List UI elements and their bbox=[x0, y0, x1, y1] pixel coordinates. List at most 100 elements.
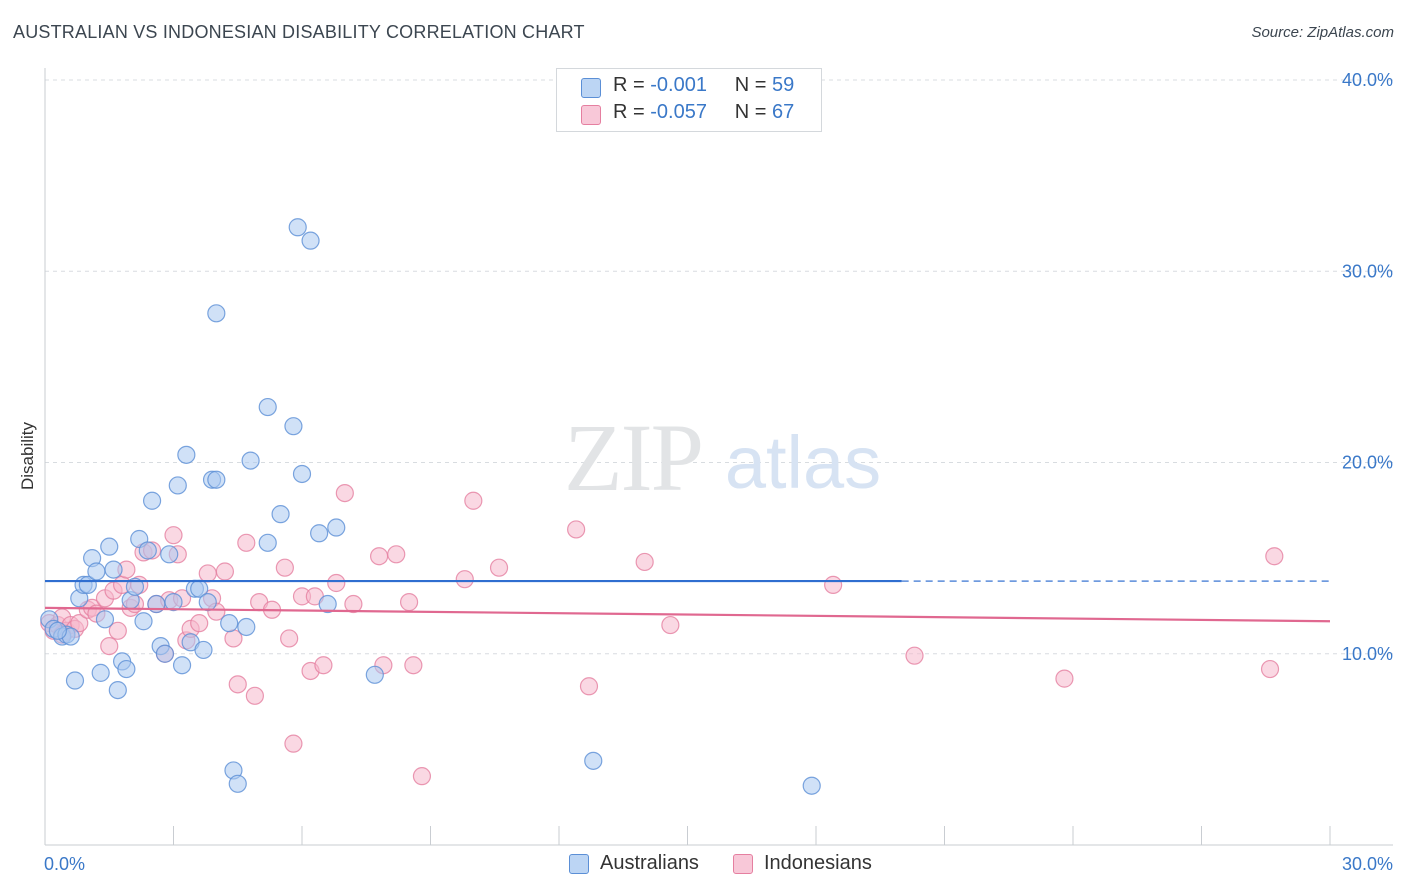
australians-point bbox=[318, 594, 337, 614]
australians-point bbox=[164, 593, 183, 612]
watermark-zip: ZIP bbox=[564, 404, 702, 511]
australians-point bbox=[284, 417, 303, 436]
y-tick-label: 30.0% bbox=[1342, 261, 1393, 281]
bottom-legend-label-australians: Australians bbox=[600, 852, 699, 874]
legend-r-label: R = bbox=[613, 101, 645, 123]
indonesians-point bbox=[412, 767, 432, 786]
gridlines bbox=[45, 79, 1393, 655]
indonesians-point bbox=[70, 614, 89, 633]
australians-point bbox=[292, 464, 312, 484]
indonesians-point bbox=[100, 636, 119, 656]
trend-lines bbox=[44, 579, 1331, 623]
australians-point bbox=[241, 451, 260, 470]
australians-point bbox=[104, 560, 123, 579]
australians-point bbox=[48, 621, 67, 640]
indonesians-point bbox=[327, 573, 346, 593]
indonesians-point bbox=[635, 552, 654, 572]
tick-labels: 40.0% 30.0% 20.0% 10.0% 0.0% 30.0% bbox=[44, 70, 1393, 874]
australians-point bbox=[220, 614, 239, 633]
indonesians-point bbox=[661, 615, 680, 635]
australians-point bbox=[327, 518, 346, 537]
legend-n-label: N = bbox=[734, 74, 767, 96]
indonesians-point bbox=[1265, 547, 1284, 566]
indonesians-point bbox=[198, 564, 217, 583]
legend-r-label: R = bbox=[613, 74, 645, 96]
indonesians-point bbox=[245, 686, 264, 705]
australians-point bbox=[584, 751, 603, 770]
indonesians-point bbox=[284, 734, 303, 753]
indonesians-point bbox=[567, 520, 586, 539]
australians-point bbox=[155, 644, 175, 663]
x-tick-label: 0.0% bbox=[44, 854, 85, 874]
indonesians-point bbox=[489, 558, 509, 577]
indonesians-point bbox=[905, 646, 924, 665]
y-tick-label: 40.0% bbox=[1342, 70, 1393, 90]
y-axis-label: Disability bbox=[18, 421, 37, 491]
australians-point bbox=[91, 663, 110, 682]
watermark: ZIP atlas bbox=[564, 404, 881, 511]
australians-point bbox=[194, 640, 213, 660]
australians-point bbox=[207, 304, 226, 323]
bottom-legend-swatch-australians bbox=[569, 854, 589, 874]
legend-n-label: N = bbox=[734, 101, 767, 123]
australians-point bbox=[271, 505, 290, 524]
australians-point bbox=[87, 562, 106, 581]
australians-point bbox=[207, 470, 226, 489]
indonesians-point bbox=[335, 484, 354, 503]
data-points bbox=[40, 218, 1284, 795]
legend-r-value: -0.057 bbox=[650, 101, 707, 123]
indonesians-point bbox=[404, 656, 423, 675]
legend-n-value: 67 bbox=[772, 101, 795, 123]
watermark-atlas: atlas bbox=[725, 421, 881, 504]
indonesians-point bbox=[344, 594, 363, 614]
australians-point bbox=[95, 610, 115, 629]
australians-point bbox=[134, 612, 153, 631]
indonesians-point bbox=[1055, 669, 1074, 688]
australians-point bbox=[258, 533, 277, 552]
indonesians-point bbox=[228, 675, 247, 694]
australians-point bbox=[125, 577, 145, 596]
indonesians-point bbox=[464, 491, 483, 510]
indonesians-point bbox=[190, 614, 209, 633]
australians-point bbox=[258, 397, 277, 417]
chart-title: AUSTRALIAN VS INDONESIAN DISABILITY CORR… bbox=[13, 22, 585, 42]
indonesians-point bbox=[215, 562, 234, 581]
australians-point bbox=[142, 491, 162, 510]
indonesians-point bbox=[370, 547, 389, 566]
australians-point bbox=[65, 671, 85, 690]
indonesians-point bbox=[1260, 659, 1280, 679]
australians-point bbox=[802, 776, 821, 795]
australians-point bbox=[172, 656, 192, 675]
legend-swatch-indonesians bbox=[581, 105, 601, 125]
legend-r-value: -0.001 bbox=[650, 74, 707, 96]
legend-swatch-australians bbox=[581, 78, 601, 98]
indonesians-point bbox=[399, 593, 419, 612]
stats-legend: R = -0.001 N = 59 R = -0.057 N = 67 bbox=[556, 68, 822, 132]
indonesians-point bbox=[164, 526, 183, 545]
x-tick-label: 30.0% bbox=[1342, 854, 1393, 874]
y-tick-label: 10.0% bbox=[1342, 644, 1393, 664]
australians-point bbox=[168, 476, 187, 495]
indonesians-point bbox=[455, 570, 474, 589]
australians-point bbox=[288, 218, 307, 237]
legend-n-value: 59 bbox=[772, 74, 795, 96]
australians-point bbox=[198, 593, 217, 612]
australians-point bbox=[365, 665, 384, 684]
australians-point bbox=[177, 445, 196, 464]
y-tick-label: 20.0% bbox=[1342, 453, 1393, 473]
australians-point bbox=[301, 231, 320, 250]
source-credit: Source: ZipAtlas.com bbox=[1251, 24, 1394, 41]
australians-point bbox=[117, 659, 136, 679]
indonesians-point bbox=[237, 533, 256, 552]
indonesians-point bbox=[314, 656, 333, 675]
indonesians-point bbox=[108, 621, 127, 640]
australians-point bbox=[138, 541, 157, 560]
indonesians-point bbox=[280, 629, 299, 648]
indonesians-point bbox=[579, 677, 599, 696]
australians-point bbox=[310, 524, 329, 543]
axes bbox=[44, 68, 1393, 846]
australians-point bbox=[108, 680, 127, 700]
indonesians-point bbox=[387, 545, 406, 564]
indonesians-trend-line bbox=[44, 606, 1331, 623]
